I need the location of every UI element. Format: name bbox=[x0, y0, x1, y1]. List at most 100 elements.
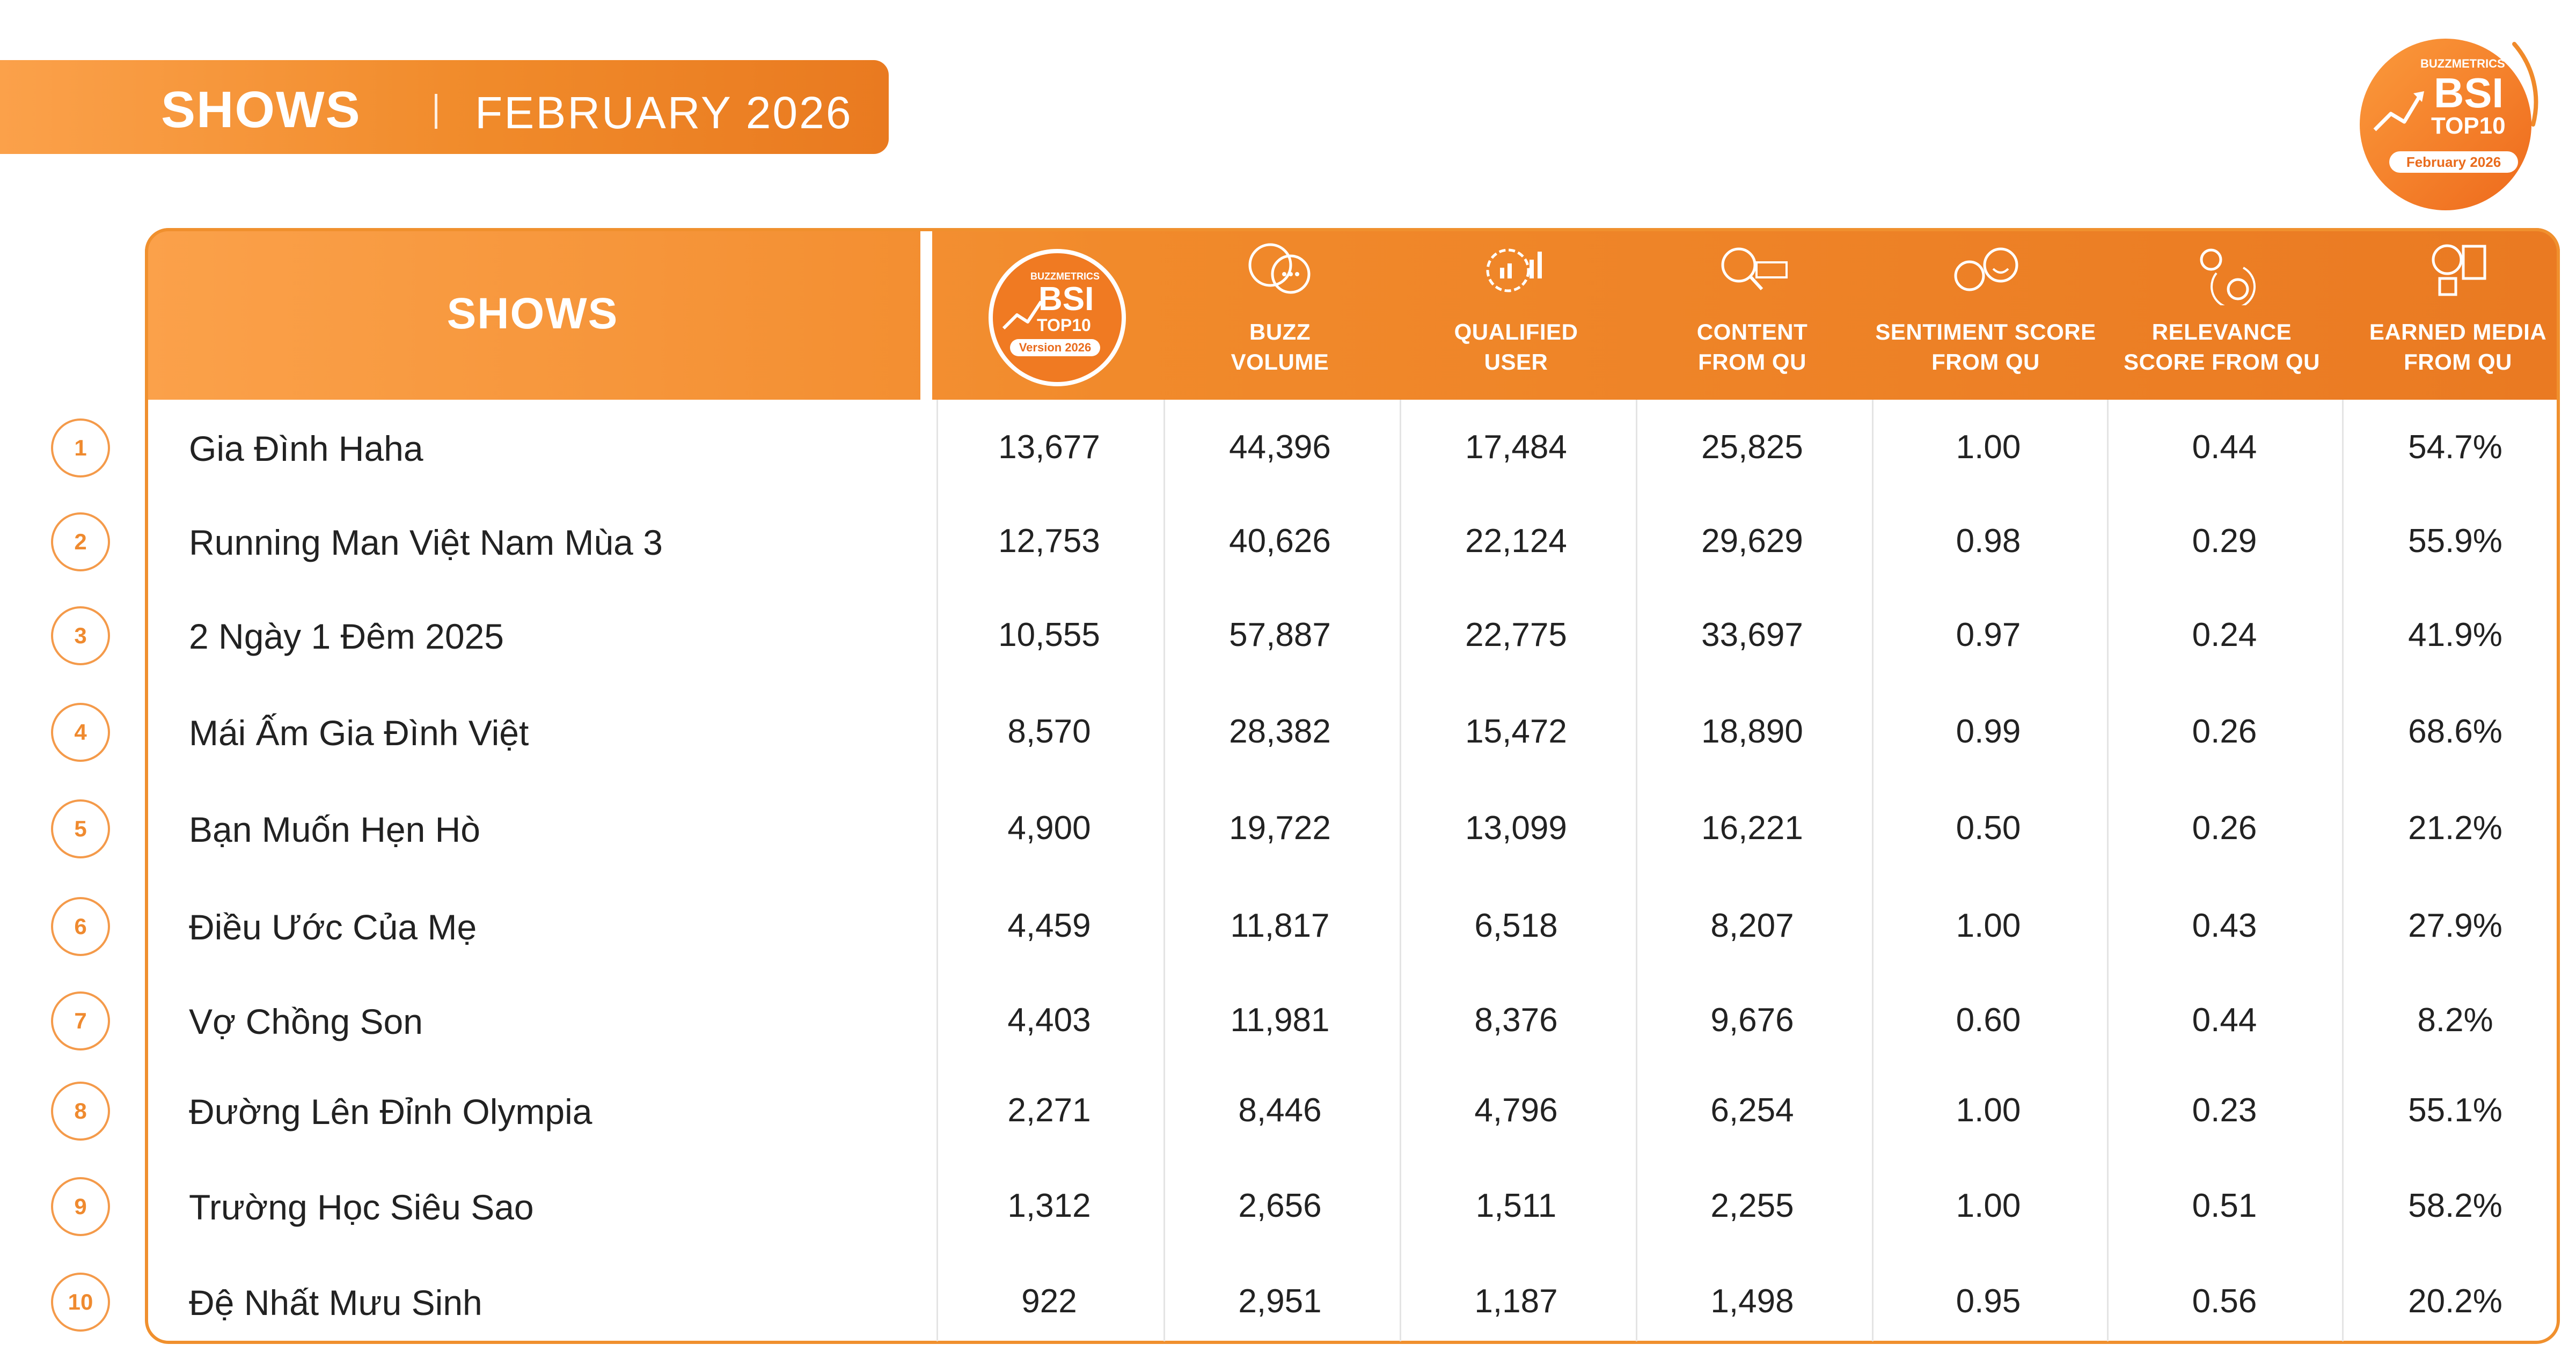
qualified-user-value: 1,511 bbox=[1475, 1187, 1557, 1224]
sentiment-value: 1.00 bbox=[1956, 429, 2021, 466]
earned-media-value: 20.2% bbox=[2408, 1283, 2502, 1320]
relevance-value: 0.51 bbox=[2192, 1187, 2257, 1224]
show-name: Trường Học Siêu Sao bbox=[189, 1187, 534, 1227]
qualified-user-value: 4,796 bbox=[1474, 1092, 1558, 1129]
show-name: Bạn Muốn Hẹn Hò bbox=[189, 810, 480, 849]
banner-divider bbox=[435, 94, 437, 129]
earned-media-value: 27.9% bbox=[2408, 907, 2502, 944]
rank-badge: 8 bbox=[51, 1082, 110, 1141]
table-row: 1 Gia Đình Haha 13,677 44,396 17,484 25,… bbox=[0, 418, 2576, 477]
column-divider bbox=[1163, 400, 1165, 1341]
column-header-content: CONTENT FROM QU bbox=[1637, 228, 1868, 400]
rank-badge: 6 bbox=[51, 897, 110, 956]
logo-date: February 2026 bbox=[2389, 151, 2518, 173]
buzz-volume-value: 2,656 bbox=[1238, 1187, 1322, 1224]
content-value: 1,498 bbox=[1710, 1283, 1794, 1320]
qualified-user-value: 1,187 bbox=[1474, 1283, 1558, 1320]
qualified-user-value: 17,484 bbox=[1465, 429, 1567, 466]
table-row: 5 Bạn Muốn Hẹn Hò 4,900 19,722 13,099 16… bbox=[0, 799, 2576, 858]
sentiment-value: 1.00 bbox=[1956, 907, 2021, 944]
show-name: Đường Lên Đỉnh Olympia bbox=[189, 1092, 592, 1131]
bsi-badge-top10: TOP10 bbox=[1037, 315, 1091, 335]
header-divider bbox=[920, 228, 932, 400]
column-label: CONTENT FROM QU bbox=[1696, 319, 1808, 374]
banner-title: SHOWS bbox=[161, 81, 361, 138]
logo-brand: BUZZMETRICS bbox=[2420, 57, 2505, 70]
column-divider bbox=[2342, 400, 2344, 1341]
emoji-faces-icon bbox=[1954, 247, 2018, 291]
table-row: 2 Running Man Việt Nam Mùa 3 12,753 40,6… bbox=[0, 512, 2576, 571]
chat-bubbles-icon bbox=[1248, 243, 1311, 294]
relevance-value: 0.26 bbox=[2192, 713, 2257, 750]
buzz-volume-value: 11,981 bbox=[1230, 1002, 1330, 1039]
content-value: 8,207 bbox=[1710, 907, 1794, 944]
qualified-user-value: 15,472 bbox=[1465, 713, 1567, 750]
qualified-user-value: 13,099 bbox=[1465, 810, 1567, 847]
bsi-value: 4,403 bbox=[1007, 1002, 1091, 1039]
content-value: 18,890 bbox=[1701, 713, 1803, 750]
rank-badge: 10 bbox=[51, 1273, 110, 1332]
earned-media-value: 55.9% bbox=[2408, 523, 2502, 560]
bsi-value: 8,570 bbox=[1007, 713, 1091, 750]
earned-media-value: 55.1% bbox=[2408, 1092, 2502, 1129]
qualified-user-value: 22,124 bbox=[1465, 523, 1567, 560]
column-label: EARNED MEDIA FROM QU bbox=[2369, 319, 2547, 374]
qualified-user-value: 6,518 bbox=[1474, 907, 1558, 944]
column-divider bbox=[1872, 400, 1874, 1341]
column-label: SENTIMENT SCORE FROM QU bbox=[1875, 319, 2096, 374]
rank-badge: 2 bbox=[51, 512, 110, 571]
buzz-volume-value: 11,817 bbox=[1230, 907, 1330, 944]
relevance-value: 0.24 bbox=[2192, 616, 2257, 653]
search-content-icon bbox=[1721, 247, 1788, 291]
sentiment-value: 0.99 bbox=[1956, 713, 2021, 750]
rank-badge: 9 bbox=[51, 1177, 110, 1236]
buzz-volume-value: 8,446 bbox=[1238, 1092, 1322, 1129]
table-frame bbox=[145, 228, 2560, 1344]
header-banner bbox=[0, 60, 889, 154]
media-icon bbox=[2432, 244, 2486, 296]
shows-column-header: SHOWS bbox=[447, 289, 619, 338]
show-name: Mái Ấm Gia Đình Việt bbox=[189, 713, 529, 753]
column-label: RELEVANCE SCORE FROM QU bbox=[2124, 319, 2320, 374]
buzz-volume-value: 57,887 bbox=[1229, 616, 1331, 653]
content-value: 6,254 bbox=[1710, 1092, 1794, 1129]
bsi-value: 4,900 bbox=[1007, 810, 1091, 847]
column-label: QUALIFIED USER bbox=[1454, 319, 1578, 374]
show-name: Vợ Chồng Son bbox=[189, 1002, 423, 1041]
bulb-coin-icon bbox=[2200, 248, 2256, 305]
column-header-sentiment: SENTIMENT SCORE FROM QU bbox=[1868, 228, 2104, 400]
bsi-badge-version: Version 2026 bbox=[1010, 339, 1100, 356]
column-header-qualified-user: QUALIFIED USER bbox=[1401, 228, 1631, 400]
relevance-value: 0.56 bbox=[2192, 1283, 2257, 1320]
earned-media-value: 54.7% bbox=[2408, 429, 2502, 466]
sentiment-value: 0.50 bbox=[1956, 810, 2021, 847]
table-row: 3 2 Ngày 1 Đêm 2025 10,555 57,887 22,775… bbox=[0, 606, 2576, 665]
table-row: 6 Điều Ước Của Mẹ 4,459 11,817 6,518 8,2… bbox=[0, 897, 2576, 956]
table-row: 4 Mái Ấm Gia Đình Việt 8,570 28,382 15,4… bbox=[0, 703, 2576, 762]
relevance-value: 0.26 bbox=[2192, 810, 2257, 847]
bsi-value: 922 bbox=[1021, 1283, 1077, 1320]
column-header-buzz-volume: BUZZ VOLUME bbox=[1165, 228, 1395, 400]
column-divider bbox=[1400, 400, 1401, 1341]
relevance-value: 0.29 bbox=[2192, 523, 2257, 560]
rank-badge: 7 bbox=[51, 991, 110, 1050]
column-header-relevance: RELEVANCE SCORE FROM QU bbox=[2104, 228, 2340, 400]
earned-media-value: 68.6% bbox=[2408, 713, 2502, 750]
logo-bsi: BSI bbox=[2434, 69, 2504, 116]
column-header-earned-media: EARNED MEDIA FROM QU bbox=[2340, 228, 2576, 400]
content-value: 2,255 bbox=[1710, 1187, 1794, 1224]
table-row: 8 Đường Lên Đỉnh Olympia 2,271 8,446 4,7… bbox=[0, 1082, 2576, 1141]
show-name: Gia Đình Haha bbox=[189, 429, 423, 468]
earned-media-value: 8.2% bbox=[2417, 1002, 2493, 1039]
buzz-volume-value: 19,722 bbox=[1229, 810, 1331, 847]
table-row: 7 Vợ Chồng Son 4,403 11,981 8,376 9,676 … bbox=[0, 991, 2576, 1050]
show-name: Running Man Việt Nam Mùa 3 bbox=[189, 523, 663, 562]
logo-top10: TOP10 bbox=[2431, 113, 2506, 139]
bsi-value: 2,271 bbox=[1007, 1092, 1091, 1129]
table-row: 9 Trường Học Siêu Sao 1,312 2,656 1,511 … bbox=[0, 1177, 2576, 1236]
rank-badge: 4 bbox=[51, 703, 110, 762]
column-divider bbox=[1636, 400, 1637, 1341]
content-value: 25,825 bbox=[1701, 429, 1803, 466]
content-value: 29,629 bbox=[1701, 523, 1803, 560]
earned-media-value: 21.2% bbox=[2408, 810, 2502, 847]
